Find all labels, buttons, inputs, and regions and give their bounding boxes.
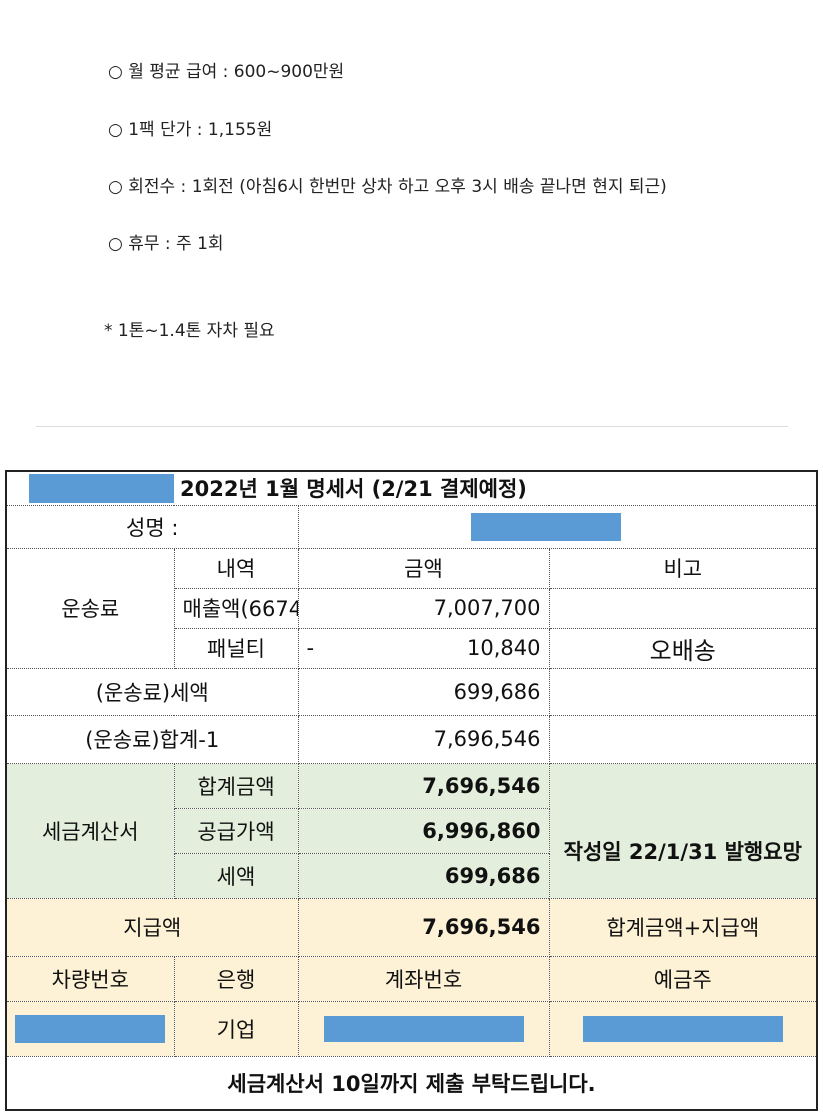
account-value [297,1000,550,1057]
freight-total-remark [548,714,818,764]
header-item: 내역 [173,547,299,589]
invoice-tax-amount: 699,686 [297,852,550,899]
footer-row: 세금계산서 10일까지 제출 부탁드립니다. [5,1055,818,1111]
name-label: 성명 : [5,504,299,549]
redacted-vehicle [15,1014,165,1043]
sales-remark [548,587,818,629]
invoice-remark: 작성일 22/1/31 발행요망 [548,762,818,899]
holder-header: 예금주 [548,955,818,1002]
invoice-total-amount: 7,696,546 [297,762,550,809]
freight-total-label: (운송료)합계-1 [5,714,299,764]
freight-tax-row: (운송료)세액 699,686 [5,667,818,716]
title-mask-cell [5,470,174,506]
sales-amount: 7,007,700 [297,587,550,629]
vehicle-value [5,1000,175,1057]
penalty-sign: - [306,636,315,660]
bank-value: 기업 [173,1000,299,1057]
payment-remark: 합계금액+지급액 [548,897,818,957]
penalty-remark: 오배송 [548,627,818,669]
penalty-row: 패널티 - 10,840 오배송 [6,627,818,669]
account-header-row: 차량번호 은행 계좌번호 예금주 [5,955,818,1002]
header-remark: 비고 [548,547,818,589]
invoice-group-label: 세금계산서 [5,762,175,899]
freight-tax-label: (운송료)세액 [5,667,299,716]
invoice-tax-row: 세액 699,686 [6,852,817,899]
holder-value [548,1000,818,1057]
invoice-supply-label: 공급가액 [173,807,299,854]
penalty-amount-cell: - 10,840 [297,627,550,669]
bullet-rotation: ○ 회전수 : 1회전 (아침6시 한번만 상차 하고 오후 3시 배송 끝나면… [108,177,667,197]
payment-label: 지급액 [5,897,299,957]
freight-tax-amount: 699,686 [297,667,550,716]
bank-header: 은행 [173,955,299,1002]
bullet-holiday: ○ 휴무 : 주 1회 [108,234,224,254]
account-header: 계좌번호 [297,955,550,1002]
penalty-amount: 10,840 [467,636,541,660]
header-row: 운송료 내역 금액 비고 [5,547,818,669]
pay-statement-table: 2022년 1월 명세서 (2/21 결제예정) 성명 : 운송료 내역 금액 … [5,470,819,1111]
redacted-name [470,512,621,541]
invoice-total-label: 합계금액 [173,762,299,809]
bullet-unit-price: ○ 1팩 단가 : 1,155원 [108,120,273,140]
freight-total-amount: 7,696,546 [297,714,550,764]
redacted-block [29,473,174,503]
header-amount: 금액 [297,547,550,589]
bullet-salary: ○ 월 평균 급여 : 600~900만원 [108,62,345,82]
redacted-holder [582,1015,783,1042]
statement-title-row: 2022년 1월 명세서 (2/21 결제예정) [5,470,818,506]
footer-notice: 세금계산서 10일까지 제출 부탁드립니다. [5,1055,818,1111]
payment-amount: 7,696,546 [297,897,550,957]
invoice-supply-row: 공급가액 6,996,860 [6,807,817,854]
sales-row: 매출액(6674팩) 7,007,700 [6,587,818,629]
freight-total-row: (운송료)합계-1 7,696,546 [5,714,818,764]
name-row: 성명 : [5,504,818,549]
vehicle-header: 차량번호 [5,955,175,1002]
sales-label: 매출액(6674팩) [173,587,299,629]
payment-row: 지급액 7,696,546 합계금액+지급액 [5,897,818,957]
penalty-label: 패널티 [173,627,299,669]
redacted-account [323,1015,524,1042]
invoice-tax-label: 세액 [173,852,299,899]
name-value [297,504,818,549]
freight-tax-remark [548,667,818,716]
invoice-supply-amount: 6,996,860 [297,807,550,854]
account-row: 기업 [5,1000,818,1057]
section-divider [36,426,788,427]
statement-title: 2022년 1월 명세서 (2/21 결제예정) [174,470,818,506]
freight-group-label: 운송료 [5,547,175,669]
invoice-total-row: 세금계산서 합계금액 7,696,546 작성일 22/1/31 발행요망 [5,762,818,899]
vehicle-note: * 1톤~1.4톤 자차 필요 [104,321,275,341]
